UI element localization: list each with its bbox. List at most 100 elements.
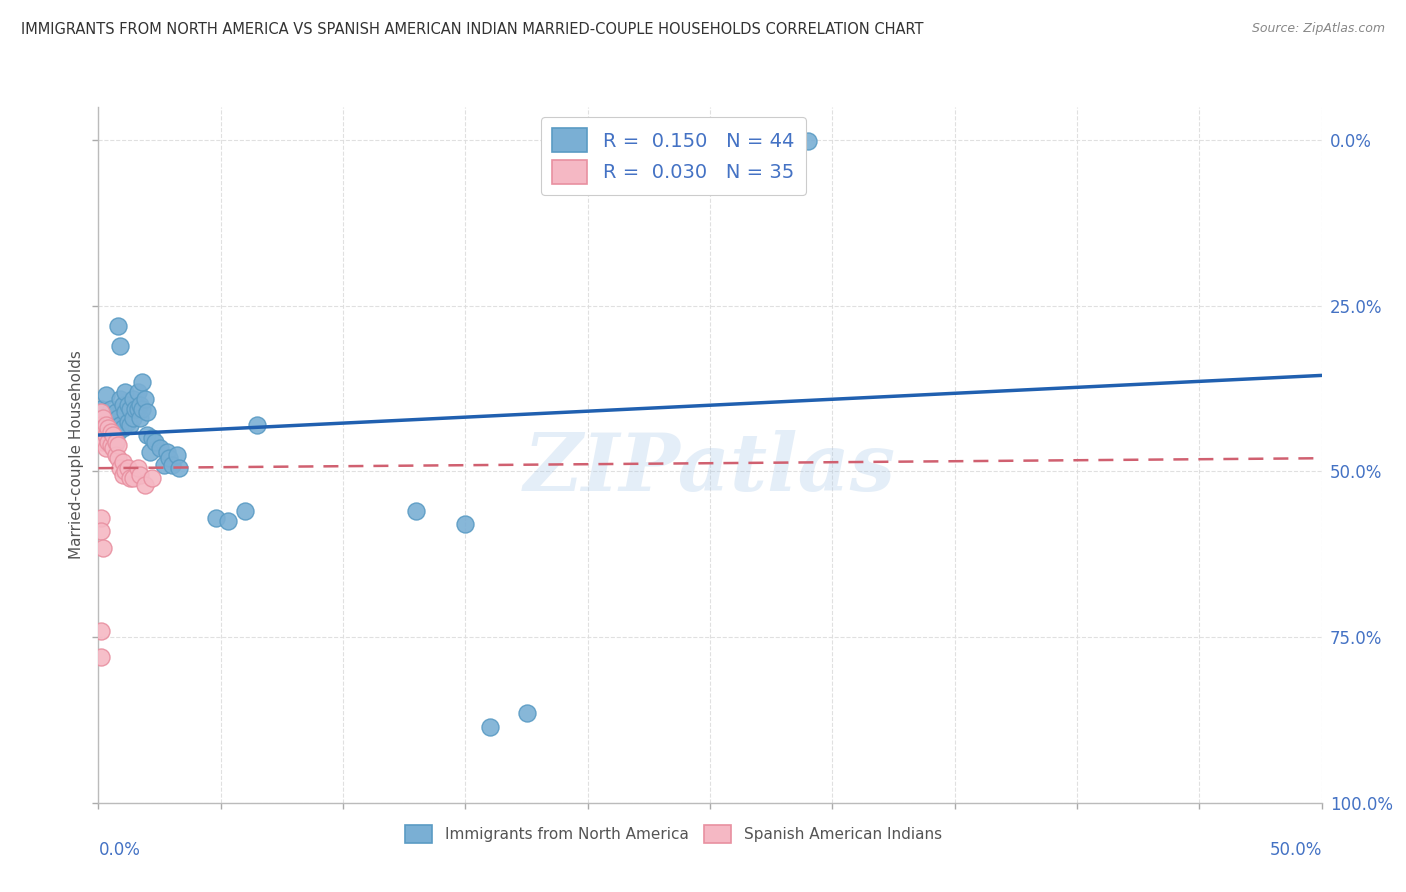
Text: 50.0%: 50.0%: [1270, 841, 1322, 859]
Point: [129, 467, 152, 482]
Point: [100, 438, 122, 452]
Point: [114, 405, 136, 419]
Point: [101, 415, 124, 429]
Point: [129, 398, 152, 412]
Legend: Immigrants from North America, Spanish American Indians: Immigrants from North America, Spanish A…: [398, 817, 949, 851]
Point: [97, 428, 120, 442]
Point: [153, 458, 176, 472]
Point: [104, 434, 127, 449]
Point: [91, 541, 114, 555]
Point: [107, 318, 129, 333]
Point: [131, 401, 153, 416]
Point: [100, 421, 122, 435]
Point: [111, 421, 134, 435]
Point: [110, 461, 132, 475]
Point: [121, 392, 143, 406]
Text: IMMIGRANTS FROM NORTH AMERICA VS SPANISH AMERICAN INDIAN MARRIED-COUPLE HOUSEHOL: IMMIGRANTS FROM NORTH AMERICA VS SPANISH…: [21, 22, 924, 37]
Point: [141, 431, 163, 445]
Point: [101, 428, 124, 442]
Point: [129, 411, 152, 425]
Point: [90, 405, 112, 419]
Point: [246, 418, 269, 433]
Point: [117, 461, 139, 475]
Point: [90, 428, 112, 442]
Point: [107, 411, 129, 425]
Point: [94, 428, 117, 442]
Point: [90, 524, 112, 538]
Point: [110, 418, 132, 433]
Point: [127, 384, 149, 399]
Point: [107, 425, 129, 439]
Point: [217, 514, 239, 528]
Point: [114, 384, 136, 399]
Point: [104, 434, 127, 449]
Point: [91, 434, 114, 449]
Text: ZIPatlas: ZIPatlas: [524, 430, 896, 508]
Point: [233, 504, 256, 518]
Text: 0.0%: 0.0%: [98, 841, 141, 859]
Point: [110, 392, 132, 406]
Point: [454, 517, 477, 532]
Point: [478, 720, 501, 734]
Point: [141, 471, 163, 485]
Point: [100, 401, 122, 416]
Point: [104, 448, 127, 462]
Point: [117, 398, 139, 412]
Point: [107, 451, 129, 466]
Point: [101, 442, 124, 456]
Point: [136, 405, 159, 419]
Point: [131, 375, 153, 389]
Point: [111, 467, 134, 482]
Point: [104, 405, 127, 419]
Point: [160, 458, 183, 472]
Point: [515, 706, 537, 721]
Point: [94, 388, 117, 402]
Point: [111, 398, 134, 412]
Point: [100, 425, 122, 439]
Point: [136, 428, 159, 442]
Point: [91, 411, 114, 425]
Point: [120, 401, 142, 416]
Point: [405, 504, 427, 518]
Point: [94, 418, 117, 433]
Point: [120, 471, 142, 485]
Point: [127, 461, 149, 475]
Point: [94, 425, 117, 439]
Point: [101, 425, 124, 439]
Point: [97, 408, 120, 422]
Point: [90, 624, 112, 638]
Point: [90, 511, 112, 525]
Point: [167, 461, 190, 475]
Point: [156, 444, 179, 458]
Point: [149, 442, 172, 456]
Y-axis label: Married-couple Households: Married-couple Households: [69, 351, 84, 559]
Point: [127, 401, 149, 416]
Point: [91, 428, 114, 442]
Point: [114, 465, 136, 479]
Point: [134, 477, 156, 491]
Point: [111, 454, 134, 468]
Text: Source: ZipAtlas.com: Source: ZipAtlas.com: [1251, 22, 1385, 36]
Point: [134, 392, 156, 406]
Point: [110, 338, 132, 352]
Point: [97, 421, 120, 435]
Point: [90, 401, 112, 416]
Point: [797, 135, 820, 149]
Point: [205, 511, 228, 525]
Point: [166, 448, 188, 462]
Point: [91, 415, 114, 429]
Point: [748, 136, 770, 151]
Point: [139, 444, 162, 458]
Point: [117, 415, 139, 429]
Point: [143, 434, 166, 449]
Point: [94, 442, 117, 456]
Point: [124, 401, 146, 416]
Point: [157, 451, 180, 466]
Point: [120, 418, 142, 433]
Point: [91, 421, 114, 435]
Point: [121, 411, 143, 425]
Point: [121, 471, 143, 485]
Point: [90, 418, 112, 433]
Point: [97, 434, 120, 449]
Point: [90, 650, 112, 665]
